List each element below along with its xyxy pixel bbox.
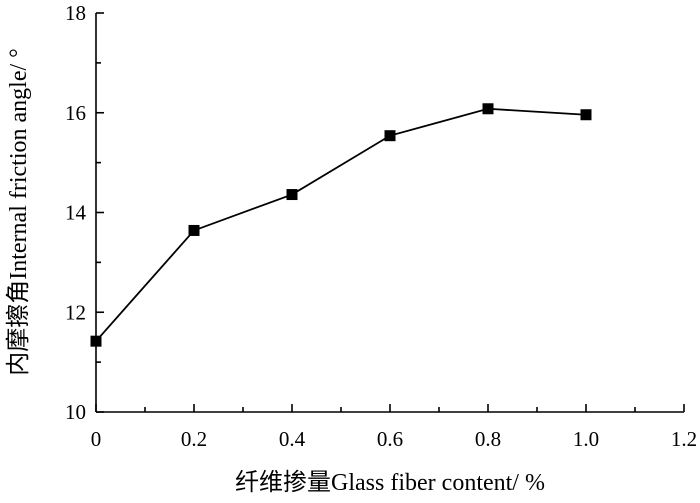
series	[90, 103, 592, 347]
y-tick-label: 10	[65, 400, 86, 424]
data-point	[90, 335, 102, 347]
axes	[95, 13, 684, 413]
x-tick-label: 0.6	[377, 427, 403, 451]
data-point	[580, 109, 592, 121]
data-point	[188, 224, 200, 236]
y-tick-label: 16	[65, 101, 86, 125]
x-tick-label: 0	[91, 427, 102, 451]
x-tick-label: 1.0	[573, 427, 599, 451]
y-axis-title: 内摩擦角Internal friction angle/ °	[5, 48, 32, 376]
series-line	[95, 107, 587, 342]
x-axis-title: 纤维掺量Glass fiber content/ %	[235, 469, 545, 496]
data-point	[384, 130, 396, 142]
data-point	[286, 189, 298, 201]
ticks: 10 12 14 16 18 0 0.2 0.4 0.6 0.8 1.0 1.2	[65, 1, 697, 451]
y-tick-label: 14	[65, 201, 87, 225]
y-tick-label: 18	[65, 1, 86, 25]
data-point	[482, 103, 494, 115]
x-tick-label: 0.4	[279, 427, 306, 451]
y-tick-label: 12	[65, 300, 86, 324]
x-tick-label: 1.2	[671, 427, 697, 451]
x-tick-label: 0.2	[181, 427, 207, 451]
x-tick-label: 0.8	[475, 427, 501, 451]
